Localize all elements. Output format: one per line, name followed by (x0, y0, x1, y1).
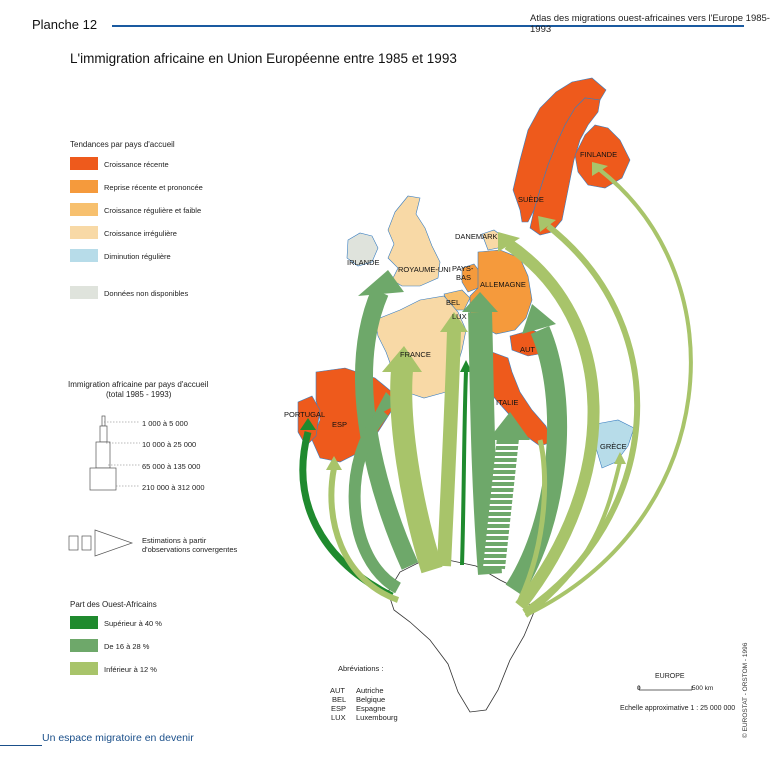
label-pays: PAYS- (452, 264, 474, 273)
arrow-head-suede (538, 216, 556, 232)
legend-estimate-line1: Estimations à partir (142, 536, 207, 545)
legend-estimate-arrow (68, 529, 134, 557)
label-allemagne: ALLEMAGNE (480, 280, 526, 289)
label-lux: LUX (452, 312, 467, 321)
legend-swatch-16-28 (70, 639, 98, 652)
footer-rule (0, 745, 42, 746)
label-royaume-uni: ROYAUME-UNI (398, 265, 451, 274)
legend-size-class-4: 210 000 à 312 000 (142, 483, 205, 492)
legend-label-diminution: Diminution régulière (104, 252, 171, 261)
credit-text: © EUROSTAT - ORSTOM - 1996 (742, 642, 749, 738)
scale-bar (638, 686, 693, 691)
greece-shape (595, 419, 635, 469)
arrow-to-france (390, 369, 443, 574)
label-bas: BAS (456, 273, 472, 282)
legend-swatch-over-40 (70, 616, 98, 629)
legend-swatch-under-12 (70, 662, 98, 675)
legend-label-non-dispo: Données non disponibles (104, 289, 189, 298)
label-aut: AUT (520, 345, 535, 354)
arrow-head-finlande (592, 162, 608, 176)
legend-label-16-28: De 16 à 28 % (104, 642, 150, 651)
arrow-head-france-thin (460, 360, 472, 372)
arrow-to-belgique (437, 329, 461, 567)
abbrev-code-aut: AUT (330, 686, 345, 695)
arrow-to-italie-light (517, 439, 548, 602)
ireland-shape (346, 232, 379, 267)
scale-km: 500 km (692, 685, 714, 692)
legend-label-recente: Croissance récente (104, 160, 169, 169)
footer-caption: Un espace migratoire en devenir (42, 732, 194, 744)
legend-size-class-2: 10 000 à 25 000 (142, 440, 197, 449)
arrow-head-austria (522, 304, 556, 334)
arrow-head-royaume-uni (358, 270, 404, 296)
arrow-to-espagne-light (328, 467, 400, 603)
label-suede: SUÈDE (518, 195, 544, 204)
label-irlande: IRLANDE (347, 258, 380, 267)
arrow-to-grece (524, 461, 622, 618)
label-portugal: PORTUGAL (284, 410, 326, 419)
legend-swatch-irreguliere (70, 226, 98, 239)
legend-size-stack (89, 415, 117, 491)
arrow-to-finlande (527, 168, 693, 616)
arrow-head-espagne-light (326, 456, 342, 470)
abbrev-name-esp: Espagne (356, 704, 386, 713)
arrow-head-italie (488, 412, 530, 440)
legend-size-title: Immigration africaine par pays d'accueil (68, 380, 209, 389)
legend-label-under-12: Inférieur à 12 % (104, 665, 157, 674)
arrow-head-france (382, 346, 422, 372)
legend-share-title: Part des Ouest-Africains (70, 600, 157, 609)
label-france: FRANCE (400, 350, 431, 359)
arrow-head-portugal (300, 418, 316, 430)
legend-label-reguliere: Croissance régulière et faible (104, 206, 202, 215)
label-bel: BEL (446, 298, 461, 307)
label-finlande: FINLANDE (580, 150, 618, 159)
label-italie: ITALIE (496, 398, 519, 407)
scale-region: EUROPE (655, 673, 685, 680)
arrow-to-esp (348, 407, 402, 594)
abbrev-name-lux: Luxembourg (356, 713, 398, 722)
legend-swatch-non-dispo (70, 286, 98, 299)
abbrev-name-bel: Belgique (356, 695, 386, 704)
legend-estimate-line2: d'observations convergentes (142, 545, 238, 554)
abbrev-code-lux: LUX (331, 713, 346, 722)
legend-label-over-40: Supérieur à 40 % (104, 619, 162, 628)
abbrev-title: Abréviations : (338, 664, 384, 673)
legend-label-irreguliere: Croissance irrégulière (104, 229, 177, 238)
legend-swatch-recente (70, 157, 98, 170)
page-title: L'immigration africaine en Union Europée… (70, 51, 457, 66)
abbrev-name-aut: Autriche (356, 686, 384, 695)
label-danemark: DANEMARK (455, 232, 498, 241)
arrow-to-italie-estimated (483, 436, 519, 570)
legend-swatch-diminution (70, 249, 98, 262)
label-esp: ESP (332, 420, 348, 429)
arrow-to-danemark (504, 239, 600, 610)
arrow-head-belgique (440, 312, 468, 332)
legend-size-subtitle: (total 1985 - 1993) (106, 390, 172, 399)
scale-text: Echelle approximative 1 : 25 000 000 (620, 705, 736, 712)
atlas-title: Atlas des migrations ouest-africaines ve… (530, 13, 770, 35)
arrows-16-28pct (348, 270, 567, 596)
abbrev-code-bel: BEL (332, 695, 347, 704)
uk-shape (387, 195, 441, 287)
finland-shape (574, 124, 631, 189)
legend-swatch-reguliere (70, 203, 98, 216)
header-rule (112, 25, 744, 27)
plate-number: Planche 12 (32, 17, 98, 32)
arrow-head-grece (614, 452, 626, 464)
arrows-under-12pct (326, 162, 693, 618)
arrow-to-france-thin (460, 371, 468, 566)
legend-size-class-3: 65 000 à 135 000 (142, 462, 201, 471)
legend-swatch-reprise (70, 180, 98, 193)
legend-size-leaders (104, 421, 140, 487)
legend-size-class-1: 1 000 à 5 000 (142, 419, 188, 428)
label-grece: GRÈCE (600, 442, 627, 451)
legend-trend-title: Tendances par pays d'accueil (70, 140, 175, 149)
legend-label-reprise: Reprise récente et prononcée (104, 183, 203, 192)
abbrev-code-esp: ESP (331, 704, 347, 713)
arrow-head-allemagne (462, 292, 498, 312)
arrow-head-danemark (498, 232, 520, 252)
arrow-to-austria (505, 326, 567, 596)
scale-zero: 0 (637, 685, 641, 692)
